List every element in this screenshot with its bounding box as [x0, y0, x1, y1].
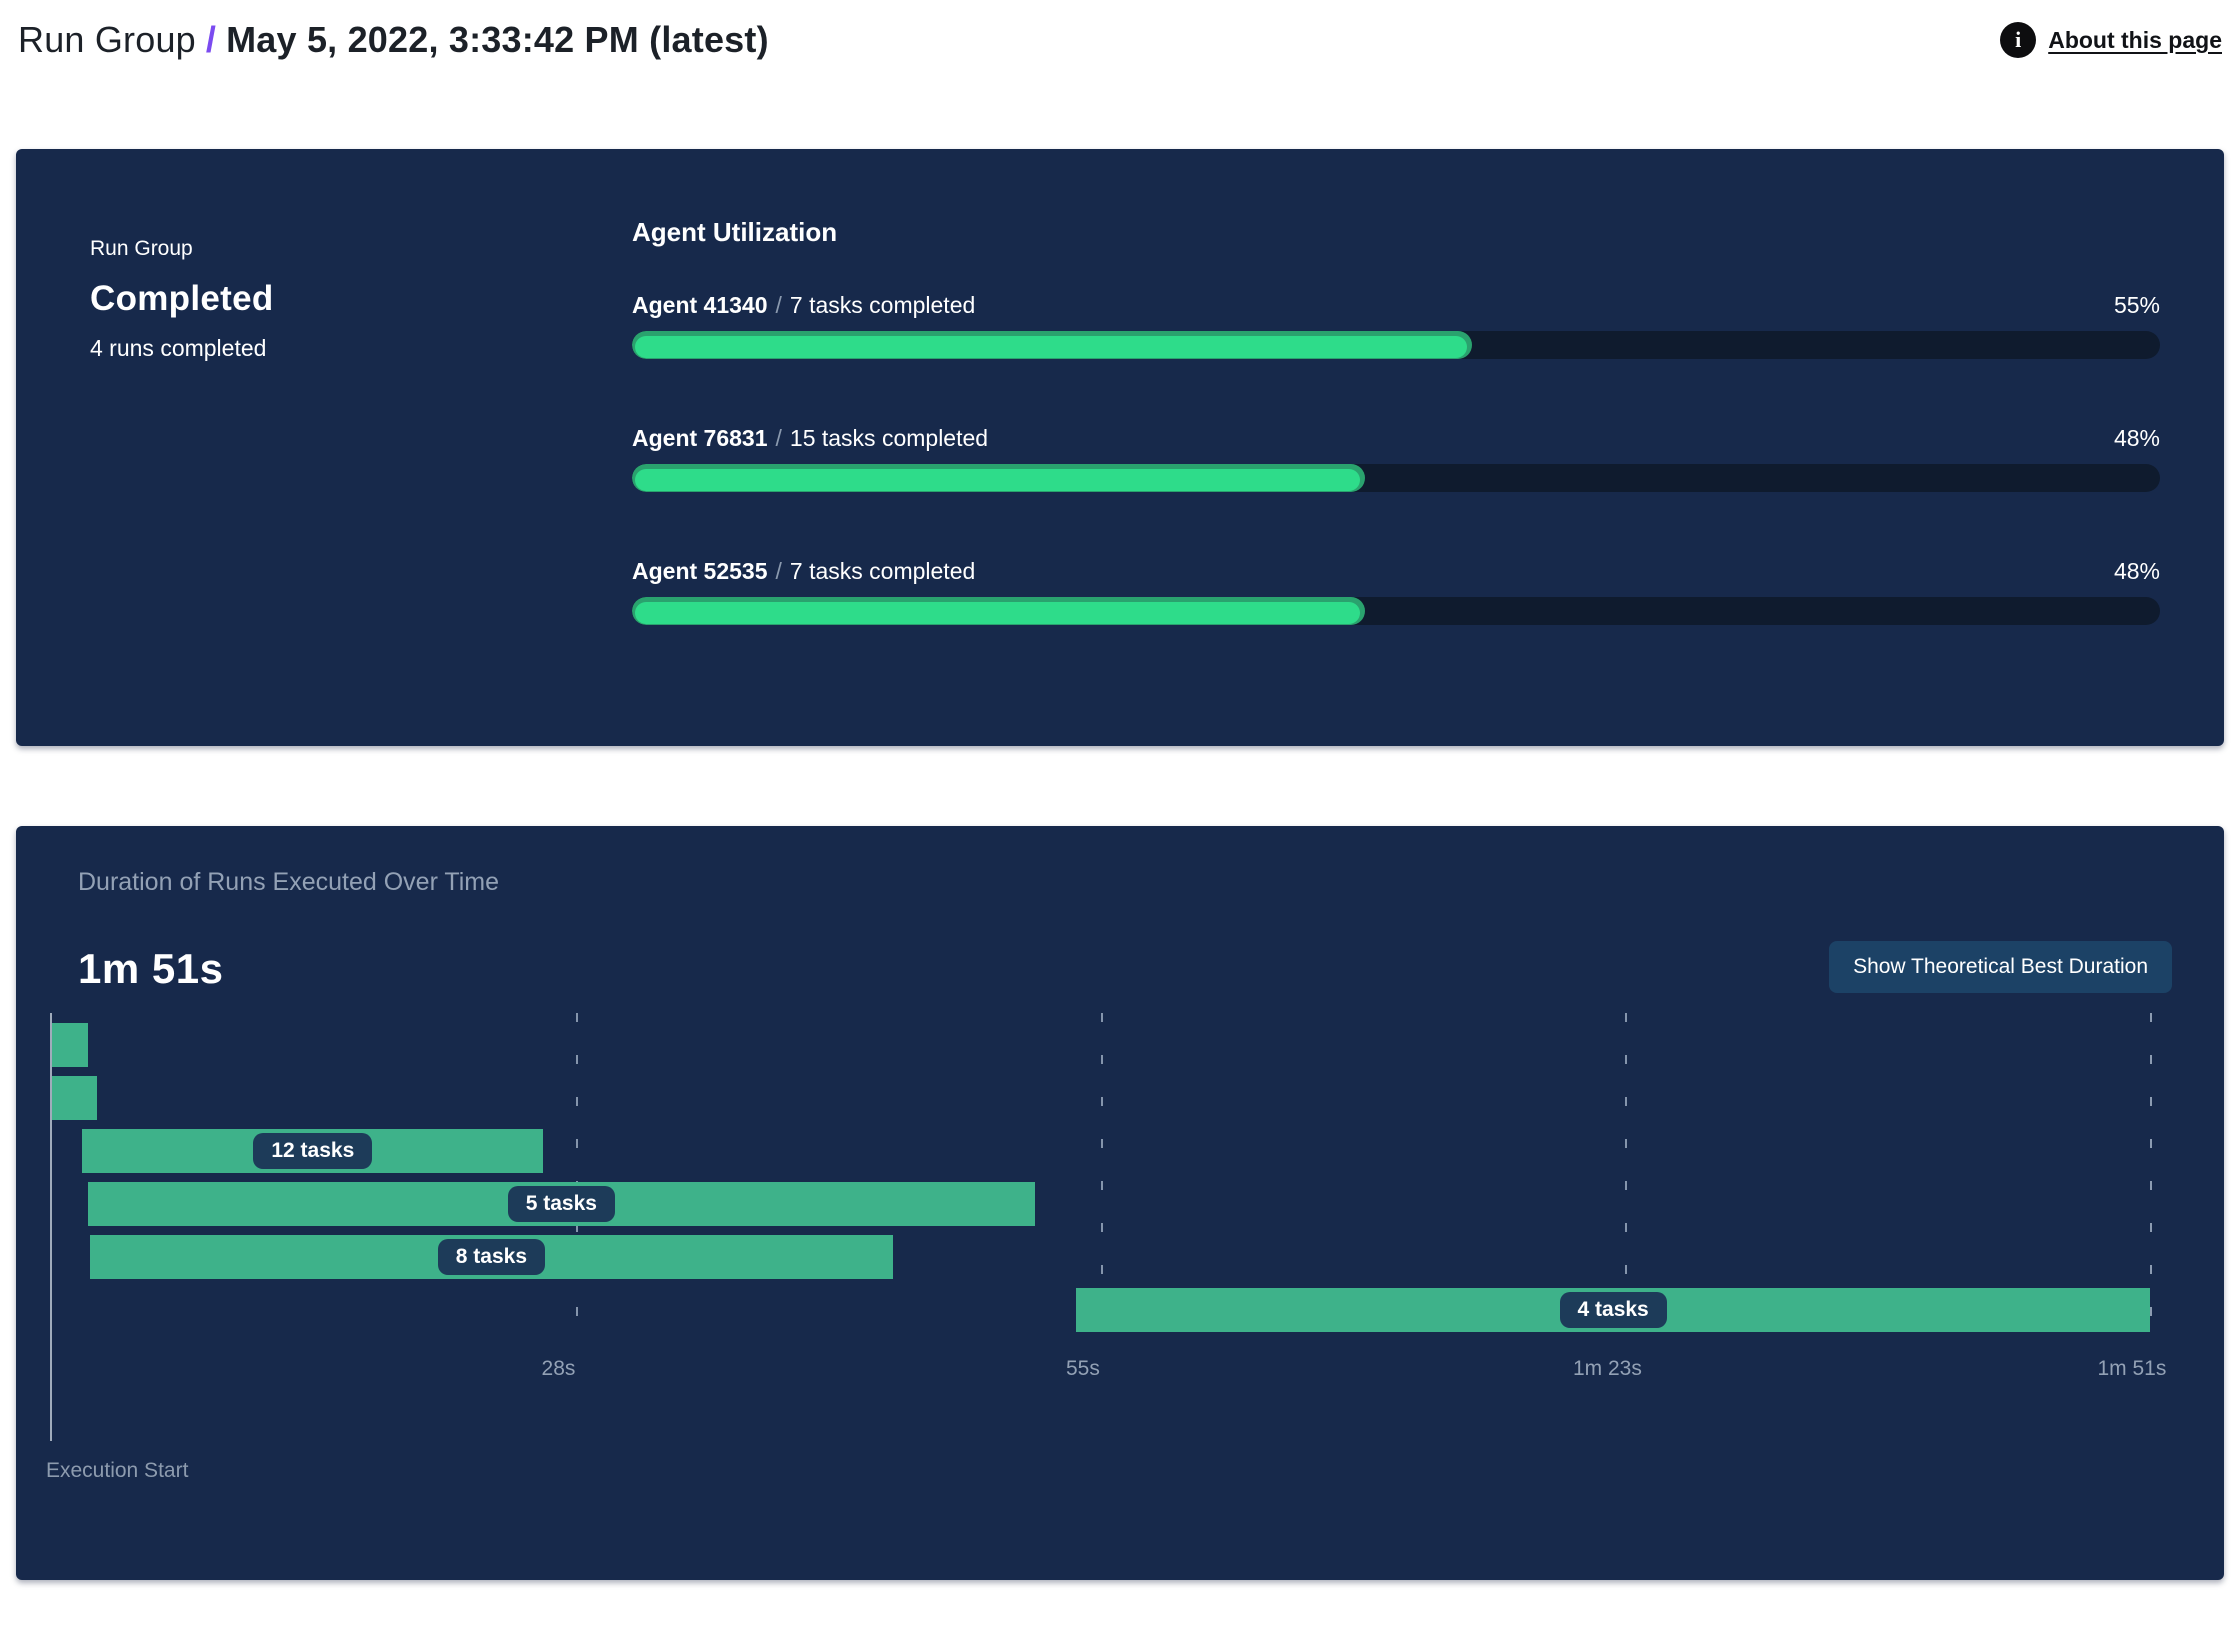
agent-rows: Agent 41340 / 7 tasks completed 55% Agent 76… — [632, 292, 2160, 625]
run-group-status: Run Group Completed 4 runs completed — [16, 149, 632, 746]
status-value: Completed — [90, 279, 274, 318]
agent-separator: / — [775, 425, 782, 451]
agent-progress-fill — [632, 464, 1366, 492]
agent-label-line: Agent 52535 / 7 tasks completed 48% — [632, 558, 2160, 585]
agent-progress-track — [632, 331, 2160, 359]
agent-row: Agent 76831 / 15 tasks completed 48% — [632, 425, 2160, 492]
agent-progress-track — [632, 464, 2160, 492]
time-gridline — [1625, 1013, 1628, 1345]
duration-chart-panel: Duration of Runs Executed Over Time 1m 5… — [16, 826, 2224, 1580]
run-group-summary-panel: Run Group Completed 4 runs completed Age… — [16, 149, 2224, 746]
agent-progress-fill-highlight — [635, 602, 1361, 624]
agent-utilization-heading: Agent Utilization — [632, 217, 838, 247]
agent-label-line: Agent 41340 / 7 tasks completed 55% — [632, 292, 2160, 319]
run-duration-bar[interactable] — [52, 1076, 98, 1120]
run-task-count-pill: 5 tasks — [507, 1186, 615, 1222]
agent-tasks-completed: 7 tasks completed — [789, 292, 976, 318]
time-gridline — [2149, 1013, 2152, 1345]
run-duration-bar[interactable]: 4 tasks — [1076, 1288, 2150, 1332]
breadcrumb-root[interactable]: Run Group — [18, 19, 196, 60]
time-tick-label: 1m 51s — [2097, 1357, 2167, 1380]
agent-tasks-completed: 15 tasks completed — [789, 425, 989, 451]
agent-progress-track — [632, 597, 2160, 625]
agent-utilization-percent: 48% — [2113, 425, 2160, 451]
time-tick-label: 28s — [541, 1357, 576, 1380]
agent-separator: / — [775, 558, 782, 584]
run-task-count-pill: 12 tasks — [253, 1133, 373, 1169]
agent-utilization-percent: 48% — [2113, 558, 2160, 584]
time-gridline — [1100, 1013, 1103, 1345]
run-task-count-pill: 8 tasks — [437, 1239, 546, 1275]
info-icon: i — [2000, 22, 2037, 58]
agent-label-line: Agent 76831 / 15 tasks completed 48% — [632, 425, 2160, 452]
agent-row: Agent 41340 / 7 tasks completed 55% — [632, 292, 2160, 359]
about-this-page[interactable]: i About this page — [2000, 22, 2222, 58]
agent-tasks-completed: 7 tasks completed — [789, 558, 976, 584]
chart-title: Duration of Runs Executed Over Time — [78, 868, 500, 896]
chart-header-row: 1m 51s Show Theoretical Best Duration — [16, 897, 2224, 993]
breadcrumb-separator: / — [205, 19, 217, 60]
agent-utilization-percent: 55% — [2113, 292, 2160, 318]
run-task-count-pill: 4 tasks — [1559, 1292, 1667, 1328]
agent-utilization-section: Agent Utilization Agent 41340 / 7 tasks co… — [632, 149, 2224, 746]
gantt-chart: Execution Start 28s 55s 1m 23s 1m 51s 12 tas… — [16, 1011, 2224, 1482]
page-title: May 5, 2022, 3:33:42 PM (latest) — [226, 19, 769, 60]
time-tick-label: 55s — [1066, 1357, 1100, 1380]
run-duration-bar[interactable]: 12 tasks — [82, 1129, 544, 1173]
agent-progress-fill-highlight — [635, 336, 1468, 358]
run-duration-bar[interactable] — [52, 1023, 88, 1067]
show-theoretical-best-duration-button[interactable]: Show Theoretical Best Duration — [1829, 941, 2172, 993]
status-substatus: 4 runs completed — [90, 335, 267, 361]
agent-name: Agent 52535 — [632, 558, 768, 584]
execution-start-label: Execution Start — [46, 1459, 189, 1482]
agent-name: Agent 76831 — [632, 425, 768, 451]
time-tick-label: 1m 23s — [1572, 1357, 1642, 1380]
agent-name: Agent 41340 — [632, 292, 768, 318]
agent-progress-fill — [632, 597, 1366, 625]
about-link[interactable]: About this page — [2048, 26, 2222, 53]
status-kicker: Run Group — [90, 237, 193, 260]
time-gridline — [576, 1013, 579, 1345]
run-duration-bar[interactable]: 8 tasks — [89, 1235, 894, 1279]
page-header: Run Group / May 5, 2022, 3:33:42 PM (lates… — [0, 0, 2240, 66]
agent-row: Agent 52535 / 7 tasks completed 48% — [632, 558, 2160, 625]
breadcrumb: Run Group / May 5, 2022, 3:33:42 PM (lates… — [18, 19, 769, 61]
run-duration-bar[interactable]: 5 tasks — [87, 1182, 1035, 1226]
agent-separator: / — [775, 292, 782, 318]
total-duration-value: 1m 51s — [78, 945, 224, 992]
agent-progress-fill — [632, 331, 1473, 359]
execution-start-axis-line — [50, 1013, 52, 1441]
agent-progress-fill-highlight — [635, 469, 1361, 491]
